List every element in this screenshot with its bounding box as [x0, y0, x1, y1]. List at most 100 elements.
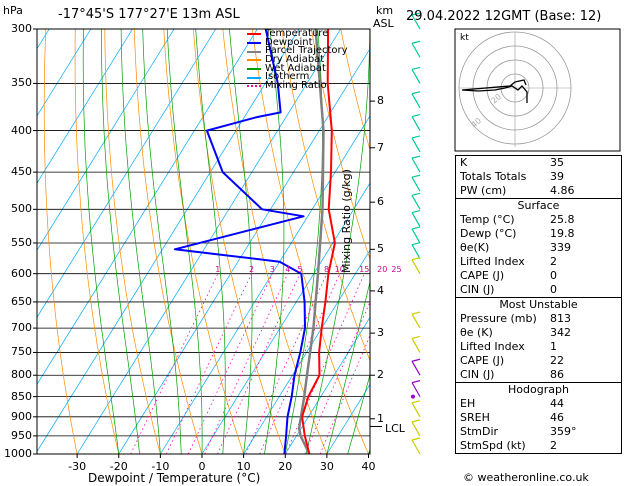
- wet-adiabat: [229, 29, 253, 454]
- isotherm-line: [37, 29, 300, 453]
- wind-barb: [411, 195, 421, 210]
- legend-item: Dry Adiabat: [247, 55, 348, 65]
- wind-barb: [411, 137, 421, 153]
- most-unstable-row: Pressure (mb) 813: [456, 312, 621, 326]
- wind-barb-flag: [411, 155, 421, 159]
- wind-barb-flag: [411, 209, 421, 214]
- temp-tick-label: 30: [319, 460, 334, 473]
- legend-item: Isotherm: [247, 72, 348, 82]
- wind-barb: [411, 42, 421, 58]
- wet-adiabat: [166, 29, 203, 454]
- km-unit: km: [376, 4, 394, 17]
- pressure-tick-label: 350: [11, 76, 32, 90]
- mixing-ratio-label: 2: [248, 264, 255, 274]
- temp-tick-label: 10: [236, 460, 251, 473]
- hodo-unit: kt: [460, 33, 469, 43]
- dry-adiabat: [310, 29, 370, 261]
- wind-barb: [411, 421, 421, 437]
- wind-barb: [411, 228, 421, 244]
- legend-swatch: [247, 68, 261, 71]
- index-value: 86: [550, 368, 564, 381]
- mixing-ratio-line: [165, 273, 252, 454]
- lcl-label: LCL: [385, 422, 405, 435]
- wind-barb-flag: [411, 358, 421, 362]
- wet-adiabat: [326, 280, 370, 454]
- mixing-ratio-label: 4: [285, 264, 291, 274]
- wind-barb-flag: [411, 335, 421, 340]
- wind-barb: [411, 116, 421, 131]
- pressure-tick-label: 800: [11, 368, 32, 382]
- pressure-tick-label: 850: [11, 389, 32, 403]
- dry-adiabat: [281, 29, 370, 362]
- km-tick-label: 7: [377, 140, 384, 154]
- wind-barb-flag: [411, 91, 421, 95]
- km-tick-label: 4: [377, 283, 384, 297]
- mixing-ratio-line: [204, 273, 289, 454]
- temp-tick-label: -10: [151, 460, 170, 473]
- index-label: K: [460, 156, 468, 169]
- km-tick-label: 6: [377, 195, 384, 209]
- table-section-title: Hodograph: [456, 382, 621, 397]
- index-label: EH: [460, 397, 476, 410]
- wind-barb: [411, 259, 421, 274]
- footer-credit: © weatheronline.co.uk: [463, 471, 589, 484]
- index-value: 342: [550, 326, 571, 339]
- isotherm-line: [0, 29, 8, 454]
- index-label: Totals Totals: [460, 170, 527, 183]
- legend-label: Mixing Ratio: [265, 80, 327, 92]
- wind-barb: [411, 157, 421, 173]
- index-row: PW (cm) 4.86: [456, 184, 621, 198]
- temp-tick-label: -20: [109, 460, 128, 473]
- wind-barb: [411, 93, 421, 109]
- temp-tick-label: -30: [68, 460, 87, 473]
- index-label: StmSpd (kt): [460, 439, 526, 452]
- index-value: 359°: [550, 425, 577, 438]
- wind-barb-flag: [411, 242, 421, 246]
- index-value: 25.8: [550, 213, 575, 226]
- wind-barb-flag: [411, 12, 421, 16]
- index-value: 1: [550, 340, 557, 353]
- wind-barb: [411, 402, 421, 418]
- index-label: CAPE (J): [460, 269, 505, 282]
- most-unstable-row: CIN (J) 86: [456, 368, 621, 382]
- datetime-title: 29.04.2022 12GMT (Base: 12): [406, 9, 602, 24]
- mixing-ratio-label: 3: [269, 264, 275, 274]
- index-label: PW (cm): [460, 184, 507, 197]
- index-value: 39: [550, 170, 564, 183]
- temperature-line: [301, 29, 336, 454]
- wind-barb: [411, 244, 421, 259]
- plot-frame: [36, 28, 371, 455]
- wind-barb-flag: [411, 400, 421, 404]
- parcel-trajectory-line: [297, 29, 325, 454]
- pressure-tick-label: 550: [11, 235, 32, 249]
- legend-item: Dewpoint: [247, 37, 348, 48]
- surface-row: Dewp (°C) 19.8: [456, 227, 621, 241]
- surface-row: CIN (J) 0: [456, 283, 621, 297]
- surface-row: CAPE (J) 0: [456, 269, 621, 283]
- hodograph-row: StmSpd (kt) 2: [456, 439, 621, 453]
- wind-barb-flag: [411, 437, 421, 441]
- temp-tick-label: 40: [361, 460, 376, 473]
- wind-barb: [411, 313, 421, 329]
- isotherm-line: [37, 29, 92, 117]
- index-value: 0: [550, 283, 557, 296]
- pressure-tick-label: 750: [11, 345, 32, 359]
- km-tick-label: 8: [377, 94, 384, 108]
- isotherm-line: [118, 48, 370, 454]
- dewpoint-line: [173, 29, 306, 454]
- wind-barb-flag: [411, 135, 421, 139]
- legend-item: Parcel Trajectory: [247, 46, 348, 56]
- legend-swatch: [247, 50, 261, 53]
- legend-item: Temperature: [247, 29, 348, 39]
- legend-swatch: [247, 76, 261, 79]
- most-unstable-row: θe (K) 342: [456, 326, 621, 340]
- x-axis-label: Dewpoint / Temperature (°C): [88, 471, 261, 485]
- wind-barb: [411, 382, 421, 397]
- index-label: StmDir: [460, 425, 499, 438]
- dry-adiabat: [104, 29, 161, 454]
- pressure-tick-label: 650: [11, 294, 32, 308]
- index-value: 813: [550, 312, 571, 325]
- pressure-tick-label: 1000: [4, 447, 32, 460]
- pressure-tick-label: 900: [11, 409, 32, 423]
